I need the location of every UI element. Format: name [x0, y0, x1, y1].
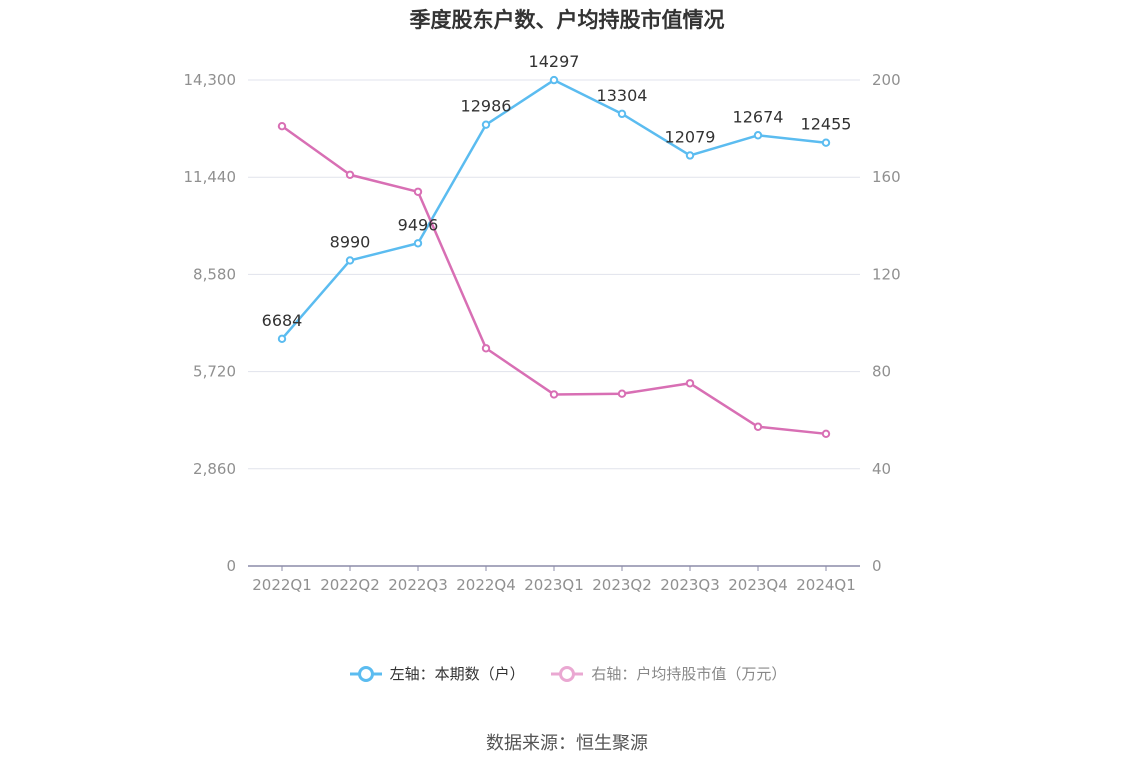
legend-left-label: 左轴：本期数（户）: [389, 665, 525, 683]
data-point-right: [277, 121, 287, 131]
x-axis-tick-label: 2023Q4: [728, 576, 788, 594]
data-point-left: [549, 75, 559, 85]
data-point-right: [685, 379, 695, 388]
legend-right-marker-icon: [551, 665, 584, 682]
data-label: 9496: [398, 215, 439, 234]
x-axis-tick-label: 2023Q2: [592, 576, 652, 594]
data-source: 数据来源：恒生聚源: [486, 733, 648, 754]
right-axis-tick-label: 40: [872, 460, 891, 478]
legend-item-left[interactable]: 左轴：本期数（户）: [348, 663, 525, 684]
left-axis-tick-label: 8,580: [193, 265, 236, 283]
data-point-right: [481, 344, 491, 353]
data-point-left: [685, 151, 695, 160]
data-label: 12079: [665, 127, 716, 146]
data-point-right: [753, 422, 763, 431]
data-point-left: [277, 334, 287, 344]
series-line-right: [281, 125, 827, 436]
data-point-right: [549, 390, 559, 399]
left-axis-tick-label: 0: [226, 557, 236, 575]
right-axis-tick-label: 80: [872, 363, 891, 381]
data-point-left: [481, 120, 491, 129]
data-point-right: [617, 389, 627, 398]
x-axis-tick-label: 2024Q1: [796, 576, 856, 594]
left-axis-tick-label: 14,300: [184, 71, 237, 89]
left-axis-tick-label: 11,440: [184, 168, 237, 186]
data-label: 6684: [262, 311, 303, 330]
data-label: 14297: [529, 52, 580, 71]
legend: 左轴：本期数（户） 右轴：户均持股市值（万元）: [0, 663, 1134, 687]
legend-right-label: 右轴：户均持股市值（万元）: [591, 665, 787, 683]
data-point-left: [617, 109, 627, 119]
legend-item-right[interactable]: 右轴：户均持股市值（万元）: [549, 663, 786, 684]
data-point-right: [413, 187, 423, 196]
chart-title: 季度股东户数、户均持股市值情况: [409, 8, 725, 32]
data-label: 12986: [461, 97, 512, 116]
x-axis-tick-label: 2022Q1: [252, 576, 312, 594]
data-point-left: [821, 138, 831, 147]
data-point-left: [753, 131, 763, 140]
data-label: 13304: [597, 86, 648, 105]
x-axis-tick-label: 2022Q4: [456, 576, 516, 594]
legend-left-marker-icon: [349, 665, 382, 682]
data-label: 8990: [330, 232, 371, 251]
right-axis-tick-label: 160: [872, 168, 901, 186]
right-axis-tick-label: 200: [872, 71, 901, 89]
line-chart: 0 0 2,860 40 5,720 80 8,580 120 11,440 160 14,300 2…: [184, 52, 901, 594]
left-axis-tick-label: 5,720: [193, 363, 236, 381]
data-label: 12455: [801, 115, 852, 134]
data-point-right: [345, 170, 355, 179]
data-point-right: [821, 429, 831, 439]
data-point-left: [345, 256, 355, 265]
x-axis-tick-label: 2023Q3: [660, 576, 720, 594]
x-axis-tick-label: 2022Q3: [388, 576, 448, 594]
left-axis-tick-label: 2,860: [193, 460, 236, 478]
right-axis-tick-label: 0: [872, 557, 882, 575]
data-label: 12674: [733, 107, 784, 126]
x-axis-tick-label: 2022Q2: [320, 576, 380, 594]
x-axis-tick-label: 2023Q1: [524, 576, 584, 594]
right-axis-tick-label: 120: [872, 265, 901, 283]
data-point-left: [413, 239, 423, 248]
